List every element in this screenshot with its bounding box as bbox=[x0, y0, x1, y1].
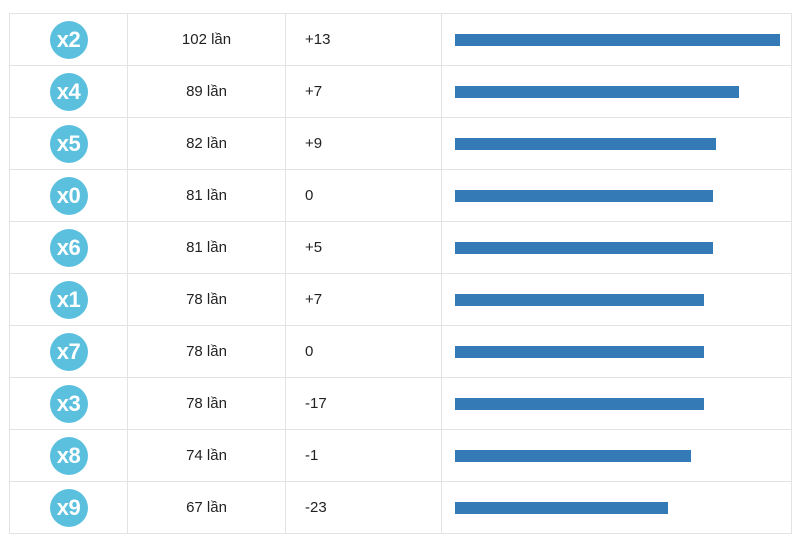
bar-cell bbox=[441, 273, 792, 326]
frequency-bar bbox=[455, 137, 716, 150]
table-row: x3 78 lần -17 bbox=[9, 377, 792, 430]
table-row: x5 82 lần +9 bbox=[9, 117, 792, 170]
badge-cell: x6 bbox=[9, 221, 128, 274]
change-cell: +9 bbox=[285, 117, 442, 170]
category-badge: x8 bbox=[49, 436, 88, 475]
change-cell: +5 bbox=[285, 221, 442, 274]
count-cell: 82 lần bbox=[127, 117, 286, 170]
category-badge: x1 bbox=[49, 280, 88, 319]
category-badge: x6 bbox=[49, 228, 88, 267]
frequency-bar bbox=[455, 397, 704, 410]
frequency-table: x2 102 lần +13 x4 89 lần +7 x5 82 lần +9 x0 81 lần… bbox=[9, 13, 792, 534]
category-badge: x0 bbox=[49, 176, 88, 215]
bar-cell bbox=[441, 169, 792, 222]
change-cell: +7 bbox=[285, 273, 442, 326]
frequency-bar bbox=[455, 501, 668, 514]
category-badge: x7 bbox=[49, 332, 88, 371]
count-cell: 89 lần bbox=[127, 65, 286, 118]
badge-cell: x8 bbox=[9, 429, 128, 482]
table-row: x7 78 lần 0 bbox=[9, 325, 792, 378]
badge-cell: x0 bbox=[9, 169, 128, 222]
badge-cell: x7 bbox=[9, 325, 128, 378]
badge-cell: x4 bbox=[9, 65, 128, 118]
bar-cell bbox=[441, 481, 792, 534]
frequency-bar bbox=[455, 85, 739, 98]
frequency-bar bbox=[455, 293, 704, 306]
badge-cell: x5 bbox=[9, 117, 128, 170]
bar-cell bbox=[441, 377, 792, 430]
category-badge: x2 bbox=[49, 20, 88, 59]
bar-cell bbox=[441, 325, 792, 378]
change-cell: -17 bbox=[285, 377, 442, 430]
bar-cell bbox=[441, 221, 792, 274]
count-cell: 78 lần bbox=[127, 377, 286, 430]
table-row: x6 81 lần +5 bbox=[9, 221, 792, 274]
badge-cell: x9 bbox=[9, 481, 128, 534]
change-cell: 0 bbox=[285, 169, 442, 222]
badge-cell: x2 bbox=[9, 13, 128, 66]
bar-cell bbox=[441, 429, 792, 482]
bar-cell bbox=[441, 13, 792, 66]
table-row: x1 78 lần +7 bbox=[9, 273, 792, 326]
category-badge: x5 bbox=[49, 124, 88, 163]
table-row: x8 74 lần -1 bbox=[9, 429, 792, 482]
count-cell: 102 lần bbox=[127, 13, 286, 66]
category-badge: x3 bbox=[49, 384, 88, 423]
bar-cell bbox=[441, 65, 792, 118]
category-badge: x4 bbox=[49, 72, 88, 111]
change-cell: -23 bbox=[285, 481, 442, 534]
count-cell: 67 lần bbox=[127, 481, 286, 534]
bar-cell bbox=[441, 117, 792, 170]
frequency-bar bbox=[455, 189, 713, 202]
change-cell: 0 bbox=[285, 325, 442, 378]
frequency-table-body: x2 102 lần +13 x4 89 lần +7 x5 82 lần +9 x0 81 lần… bbox=[9, 13, 792, 534]
count-cell: 74 lần bbox=[127, 429, 286, 482]
badge-cell: x1 bbox=[9, 273, 128, 326]
table-row: x0 81 lần 0 bbox=[9, 169, 792, 222]
frequency-bar bbox=[455, 33, 780, 46]
frequency-bar bbox=[455, 241, 713, 254]
count-cell: 81 lần bbox=[127, 221, 286, 274]
table-row: x2 102 lần +13 bbox=[9, 13, 792, 66]
frequency-bar bbox=[455, 345, 704, 358]
count-cell: 78 lần bbox=[127, 273, 286, 326]
badge-cell: x3 bbox=[9, 377, 128, 430]
count-cell: 81 lần bbox=[127, 169, 286, 222]
table-row: x4 89 lần +7 bbox=[9, 65, 792, 118]
count-cell: 78 lần bbox=[127, 325, 286, 378]
change-cell: +13 bbox=[285, 13, 442, 66]
frequency-bar bbox=[455, 449, 691, 462]
change-cell: -1 bbox=[285, 429, 442, 482]
change-cell: +7 bbox=[285, 65, 442, 118]
category-badge: x9 bbox=[49, 488, 88, 527]
table-row: x9 67 lần -23 bbox=[9, 481, 792, 534]
